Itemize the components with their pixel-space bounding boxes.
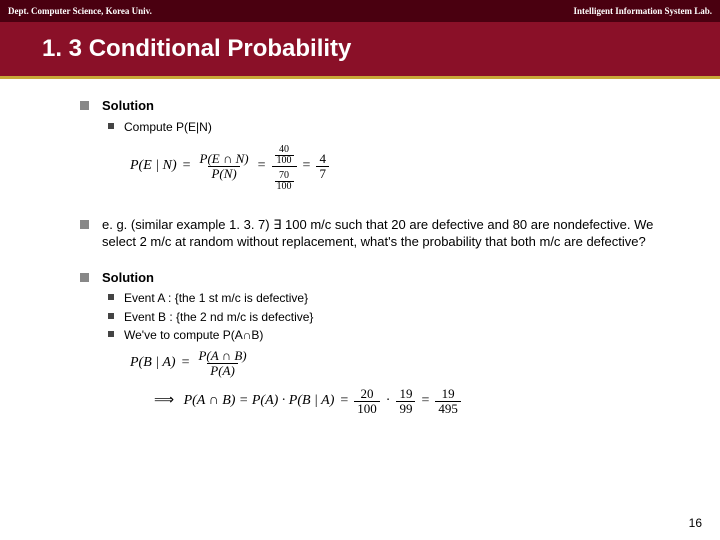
f2-num: P(A ∩ B) [195, 349, 249, 363]
content-area: Solution Compute P(E|N) P(E | N) = P(E ∩… [0, 79, 720, 416]
f1-res-num: 4 [316, 152, 329, 166]
formula-pba: P(B | A) = P(A ∩ B) P(A) [130, 349, 690, 377]
event-b: Event B : {the 2 nd m/c is defective} [102, 309, 690, 325]
solution1-compute: Compute P(E|N) [102, 119, 690, 135]
header-left: Dept. Computer Science, Korea Univ. [8, 6, 152, 16]
f3-res-num: 19 [439, 387, 458, 401]
solution1-heading: Solution [74, 97, 690, 115]
f2-lhs: P(B | A) [130, 354, 176, 373]
formula-pab: ⟹ P(A ∩ B) = P(A) · P(B | A) = 20 100 · … [154, 387, 690, 415]
slide-title: 1. 3 Conditional Probability [42, 35, 351, 63]
f1-num: P(E ∩ N) [197, 152, 252, 166]
page-number: 16 [689, 516, 702, 530]
solution2-heading: Solution [74, 269, 690, 287]
f3-lhs: P(A ∩ B) = P(A) · P(B | A) [184, 392, 335, 411]
event-a: Event A : {the 1 st m/c is defective} [102, 290, 690, 306]
f3-res-den: 495 [435, 401, 461, 416]
header-right: Intelligent Information System Lab. [573, 6, 712, 16]
formula-pen: P(E | N) = P(E ∩ N) P(N) = 40100 70100 =… [130, 141, 690, 192]
title-bar: 1. 3 Conditional Probability [0, 22, 720, 76]
example-text: e. g. (similar example 1. 3. 7) ∃ 100 m/… [74, 216, 690, 251]
f1-lhs: P(E | N) [130, 157, 177, 176]
header-bar: Dept. Computer Science, Korea Univ. Inte… [0, 0, 720, 22]
f1-den: P(N) [208, 166, 239, 181]
f2-den: P(A) [207, 363, 238, 378]
compute-pab: We've to compute P(A∩B) [102, 327, 690, 343]
f1-res-den: 7 [316, 166, 329, 181]
